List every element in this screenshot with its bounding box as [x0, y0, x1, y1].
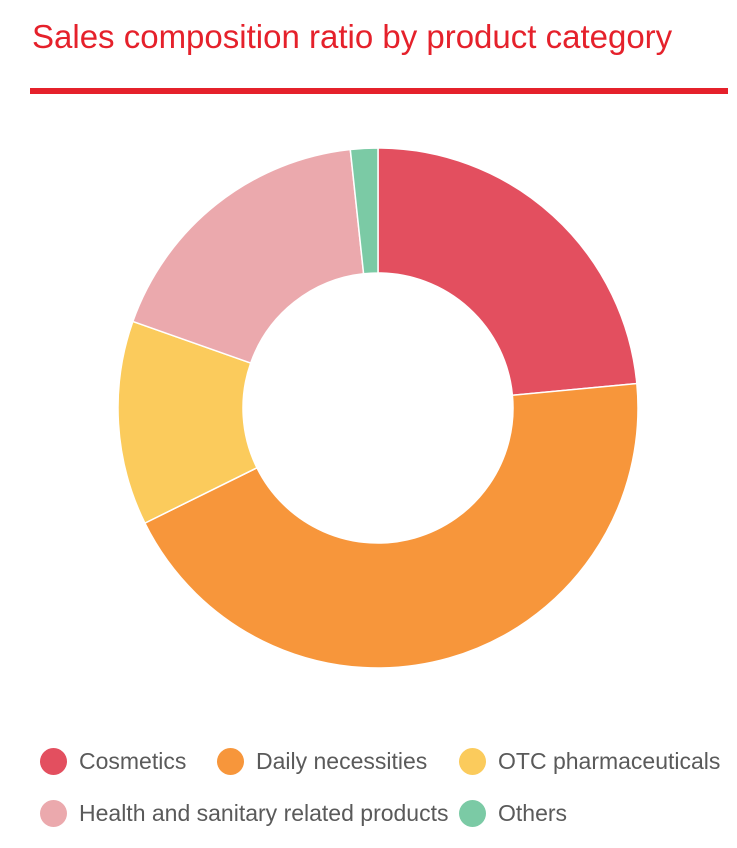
slice-health-and-sanitary-related-products	[131, 148, 365, 365]
chart-title: Sales composition ratio by product categ…	[32, 18, 673, 55]
donut-slices	[117, 147, 639, 669]
slice-cosmetics	[377, 147, 638, 397]
slice-daily-necessities	[143, 382, 639, 669]
title-underline	[30, 88, 728, 94]
slice-others	[349, 147, 379, 275]
